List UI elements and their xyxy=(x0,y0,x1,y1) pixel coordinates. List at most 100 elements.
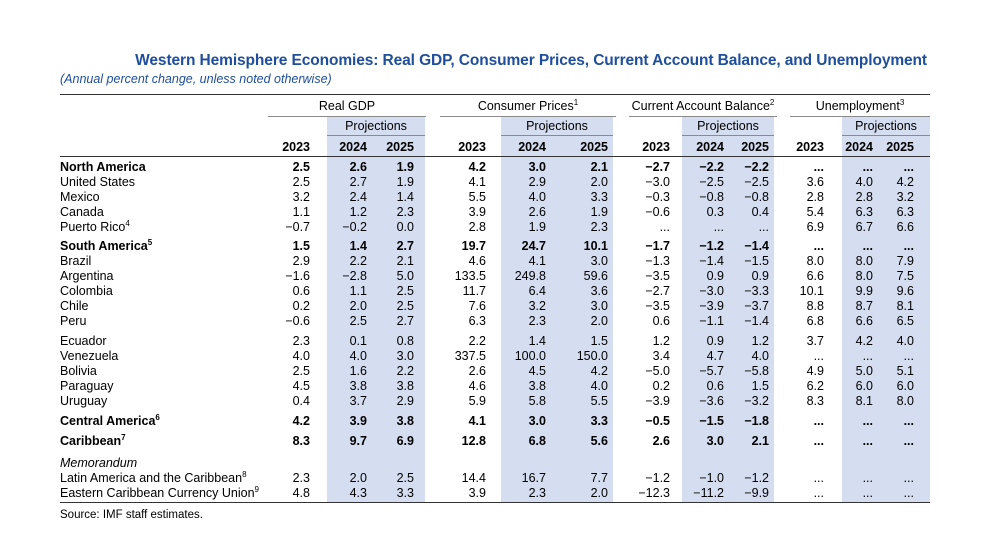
table-cell: 4.3 xyxy=(349,486,367,500)
table-row: United States 2.5 2.7 1.9 4.1 2.9 2.0 −3.0 −2.5 −… xyxy=(0,175,1000,190)
row-label-text: North America xyxy=(60,160,146,174)
table-cell: 1.9 xyxy=(590,205,608,219)
projections-rule xyxy=(327,135,425,136)
row-label-text: Paraguay xyxy=(60,379,114,393)
row-label-text: South America xyxy=(60,239,148,253)
table-cell: −1.0 xyxy=(699,471,724,485)
row-label: Paraguay xyxy=(60,379,114,393)
table-cell: 1.9 xyxy=(528,220,546,234)
row-label-text: Canada xyxy=(60,205,104,219)
table-cell: ... xyxy=(862,239,873,253)
table-cell: 4.1 xyxy=(528,254,546,268)
table-row: Canada 1.1 1.2 2.3 3.9 2.6 1.9 −0.6 0.3 0.4 5.4 6.3… xyxy=(0,205,1000,220)
table-cell: ... xyxy=(903,434,914,448)
table-cell: 5.1 xyxy=(896,364,914,378)
table-cell: 24.7 xyxy=(521,239,546,253)
table-cell: 3.9 xyxy=(468,486,486,500)
year-header: 2023 xyxy=(796,140,824,154)
table-cell: −1.5 xyxy=(699,414,724,428)
table-cell: ... xyxy=(659,220,670,234)
row-label: Argentina xyxy=(60,269,114,283)
table-cell: 4.1 xyxy=(468,414,486,428)
table-cell: −9.9 xyxy=(744,486,769,500)
table-cell: 2.6 xyxy=(528,205,546,219)
row-label-text: Bolivia xyxy=(60,364,97,378)
table-cell: ... xyxy=(903,486,914,500)
table-cell: −3.9 xyxy=(645,394,670,408)
table-cell: 3.4 xyxy=(652,349,670,363)
table-cell: 1.9 xyxy=(396,160,414,174)
group-rule xyxy=(790,116,930,117)
row-label: Bolivia xyxy=(60,364,97,378)
table-cell: 5.6 xyxy=(590,434,608,448)
footnote-marker: 4 xyxy=(125,219,130,228)
table-cell: 2.2 xyxy=(468,334,486,348)
table-cell: 5.0 xyxy=(396,269,414,283)
table-cell: 4.0 xyxy=(292,349,310,363)
table-cell: 10.1 xyxy=(583,239,608,253)
table-cell: −5.0 xyxy=(645,364,670,378)
table-cell: 1.2 xyxy=(652,334,670,348)
table-cell: ... xyxy=(813,349,824,363)
table-cell: 4.2 xyxy=(590,364,608,378)
table-cell: 3.7 xyxy=(349,394,367,408)
footnote-marker: 8 xyxy=(242,470,247,479)
year-header: 2025 xyxy=(386,140,414,154)
table-cell: 3.3 xyxy=(396,486,414,500)
table-cell: −3.3 xyxy=(744,284,769,298)
table-row: Paraguay 4.5 3.8 3.8 4.6 3.8 4.0 0.2 0.6 1.5 6.2 6.… xyxy=(0,379,1000,394)
bottom-rule xyxy=(60,502,930,503)
year-header: 2024 xyxy=(696,140,724,154)
table-row: Memorandum xyxy=(0,456,1000,471)
group-label: Current Account Balance xyxy=(631,99,770,113)
table-cell: 2.3 xyxy=(396,205,414,219)
table-cell: 10.1 xyxy=(799,284,824,298)
table-cell: 4.2 xyxy=(855,334,873,348)
projections-rule xyxy=(501,135,613,136)
table-cell: ... xyxy=(758,220,769,234)
row-label-text: Argentina xyxy=(60,269,114,283)
table-cell: −1.2 xyxy=(744,471,769,485)
year-header: 2025 xyxy=(886,140,914,154)
table-cell: 9.6 xyxy=(896,284,914,298)
table-cell: 2.0 xyxy=(590,175,608,189)
table-cell: 2.9 xyxy=(292,254,310,268)
table-cell: ... xyxy=(813,414,824,428)
table-cell: ... xyxy=(813,160,824,174)
table-cell: 12.8 xyxy=(461,434,486,448)
table-row: Uruguay 0.4 3.7 2.9 5.9 5.8 5.5 −3.9 −3.6 −3.2 8.3… xyxy=(0,394,1000,409)
table-cell: 5.5 xyxy=(590,394,608,408)
table-row: South America5 1.5 1.4 2.7 19.7 24.7 10.1 −1.7 −… xyxy=(0,239,1000,254)
table-row: Chile 0.2 2.0 2.5 7.6 3.2 3.0 −3.5 −3.9 −3.7 8.8 8.… xyxy=(0,299,1000,314)
projections-header: Projections xyxy=(697,119,759,133)
table-cell: −0.6 xyxy=(645,205,670,219)
table-cell: 0.1 xyxy=(349,334,367,348)
row-label: Memorandum xyxy=(60,456,137,470)
table-cell: 1.6 xyxy=(349,364,367,378)
table-cell: 6.9 xyxy=(806,220,824,234)
table-cell: 9.9 xyxy=(855,284,873,298)
table-cell: 6.5 xyxy=(896,314,914,328)
table-cell: −5.7 xyxy=(699,364,724,378)
table-cell: 8.8 xyxy=(806,299,824,313)
table-cell: ... xyxy=(903,414,914,428)
row-label-text: Chile xyxy=(60,299,89,313)
table-cell: 2.5 xyxy=(292,364,310,378)
table-cell: −1.5 xyxy=(744,254,769,268)
table-cell: 4.0 xyxy=(349,349,367,363)
table-cell: 0.9 xyxy=(751,269,769,283)
table-cell: 2.0 xyxy=(349,299,367,313)
group-label: Consumer Prices xyxy=(477,99,574,113)
table-cell: 6.3 xyxy=(896,205,914,219)
table-cell: 6.8 xyxy=(806,314,824,328)
table-cell: 3.2 xyxy=(528,299,546,313)
table-cell: 1.4 xyxy=(396,190,414,204)
table-cell: 100.0 xyxy=(514,349,546,363)
table-cell: ... xyxy=(862,486,873,500)
table-cell: 3.8 xyxy=(396,414,414,428)
table-cell: 4.7 xyxy=(706,349,724,363)
table-cell: 19.7 xyxy=(461,239,486,253)
group-label: Unemployment xyxy=(815,99,900,113)
row-label-text: Brazil xyxy=(60,254,92,268)
table-cell: 2.0 xyxy=(590,314,608,328)
